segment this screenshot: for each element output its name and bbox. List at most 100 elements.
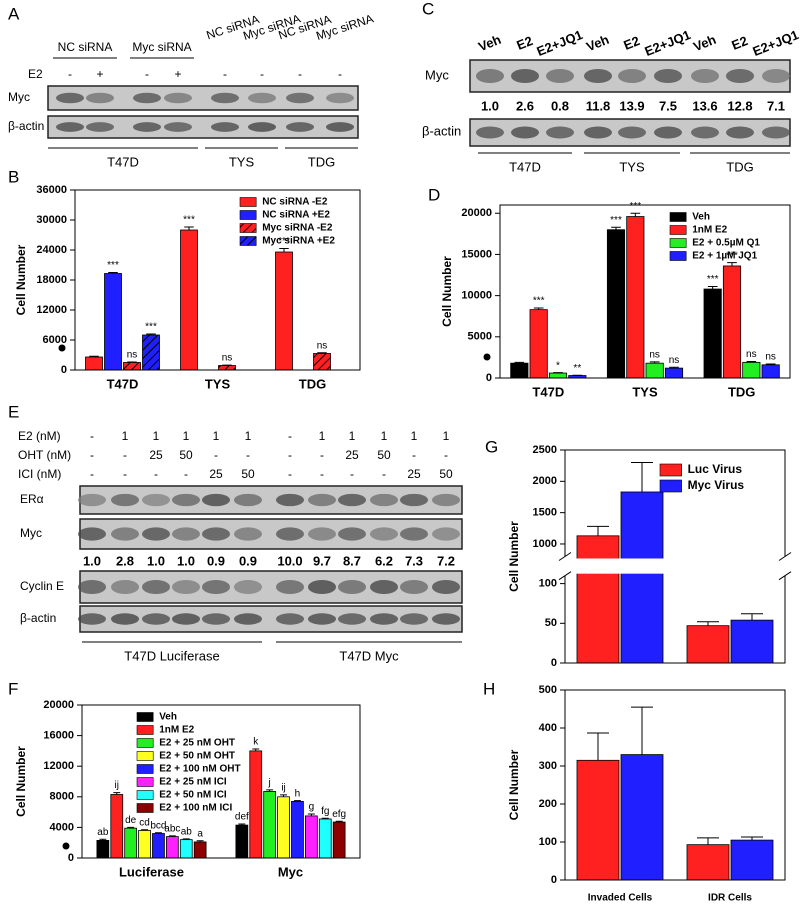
significance-label: ns [222, 353, 233, 364]
error-bar [293, 800, 301, 802]
significance-label: fg [321, 806, 329, 817]
condition-value: 25 [345, 448, 359, 462]
significance-label: cd [139, 817, 150, 828]
blot-band [511, 68, 539, 84]
bar [686, 625, 730, 664]
axis-frame [564, 689, 786, 881]
y-tick-label: 2500 [533, 444, 557, 456]
blot-band [654, 68, 682, 84]
significance-label: *** [278, 236, 290, 247]
error-bar [741, 836, 763, 841]
blot-band [338, 579, 366, 595]
error-bar [252, 748, 260, 751]
blot-band [286, 92, 314, 104]
error-bar [238, 823, 246, 826]
legend-label: 1nM E2 [159, 725, 194, 736]
blot-band [142, 579, 170, 595]
bar [124, 827, 137, 859]
legend-label: E2 + 100 nM OHT [159, 764, 240, 775]
y-tick-label: 36000 [36, 184, 67, 196]
condition-value: - [123, 448, 127, 462]
bar [85, 356, 103, 371]
significance-label: *** [533, 296, 545, 307]
condition-value: 50 [377, 448, 391, 462]
quantification: 12.8 [727, 98, 752, 113]
blot-band [308, 493, 336, 507]
blot-band [338, 613, 366, 625]
blot-band [211, 92, 239, 104]
bar [318, 818, 332, 859]
legend-swatch [669, 251, 687, 261]
lane-label: E2 [514, 33, 534, 53]
y-tick-label: 18000 [36, 274, 67, 286]
condition-value: - [260, 67, 264, 81]
legend-swatch [136, 738, 154, 748]
bar [548, 372, 568, 379]
condition-value: - [145, 67, 149, 81]
bar [645, 362, 664, 379]
blot-band [618, 126, 646, 139]
bar [742, 361, 761, 379]
blot-band [111, 493, 139, 507]
condition-value: 1 [213, 429, 220, 443]
blot-band [172, 579, 200, 595]
row-label: Myc [8, 90, 30, 104]
blot-band [691, 126, 719, 139]
condition-value: - [444, 448, 448, 462]
condition-value: 1 [122, 429, 129, 443]
error-bar [321, 817, 329, 819]
bar [510, 362, 529, 379]
blot-band [338, 493, 366, 507]
y-tick-label: 12000 [43, 760, 74, 772]
quantification: 0.9 [239, 553, 257, 568]
significance-label: ns [765, 352, 776, 363]
error-bar [127, 826, 135, 829]
group-label: TDG [308, 154, 335, 169]
lane-header: Myc siRNA [132, 40, 191, 54]
blot-band [142, 613, 170, 625]
condition-value: - [223, 67, 227, 81]
panel-letter: B [8, 167, 19, 186]
condition-value: 50 [439, 467, 453, 481]
error-bar [89, 355, 99, 357]
condition-name: OHT (nM) [18, 448, 71, 462]
condition-value: 1 [443, 429, 450, 443]
blot-band [234, 579, 262, 595]
error-bar [631, 462, 653, 492]
significance-label: *** [145, 322, 157, 333]
quantification: 1.0 [481, 98, 499, 113]
condition-value: - [298, 67, 302, 81]
bar [620, 491, 664, 664]
legend-label: Myc Virus [688, 478, 745, 492]
y-tick-label: 6000 [43, 334, 67, 346]
bar [165, 836, 179, 859]
bar [761, 364, 780, 379]
y-tick-label: 1500 [533, 507, 557, 519]
error-bar [707, 286, 718, 290]
lane-label: Veh [691, 32, 718, 55]
bar [620, 754, 664, 881]
significance-label: efg [332, 809, 346, 820]
significance-label: *** [629, 201, 641, 212]
blot-band [476, 68, 504, 84]
significance-label: j [268, 778, 271, 789]
bar [193, 841, 207, 859]
bar [686, 844, 730, 881]
y-tick-label: 0 [68, 852, 74, 864]
blot-band [133, 122, 161, 132]
quantification: 8.7 [343, 553, 361, 568]
panel-letter: E [8, 402, 19, 421]
legend-swatch [659, 463, 682, 477]
bar [180, 229, 198, 371]
significance-label: ij [281, 783, 285, 794]
blot-band [286, 122, 314, 132]
group-label: T47D Myc [339, 648, 399, 663]
legend-label: E2 + 25 nM ICI [159, 777, 227, 788]
legend-swatch [239, 236, 257, 246]
bar [529, 309, 548, 379]
legend-label: Myc siRNA -E2 [262, 223, 333, 234]
significance-label: g [309, 802, 315, 813]
legend-swatch [136, 803, 154, 813]
significance-label: ns [746, 349, 757, 360]
blot-band [78, 527, 106, 541]
